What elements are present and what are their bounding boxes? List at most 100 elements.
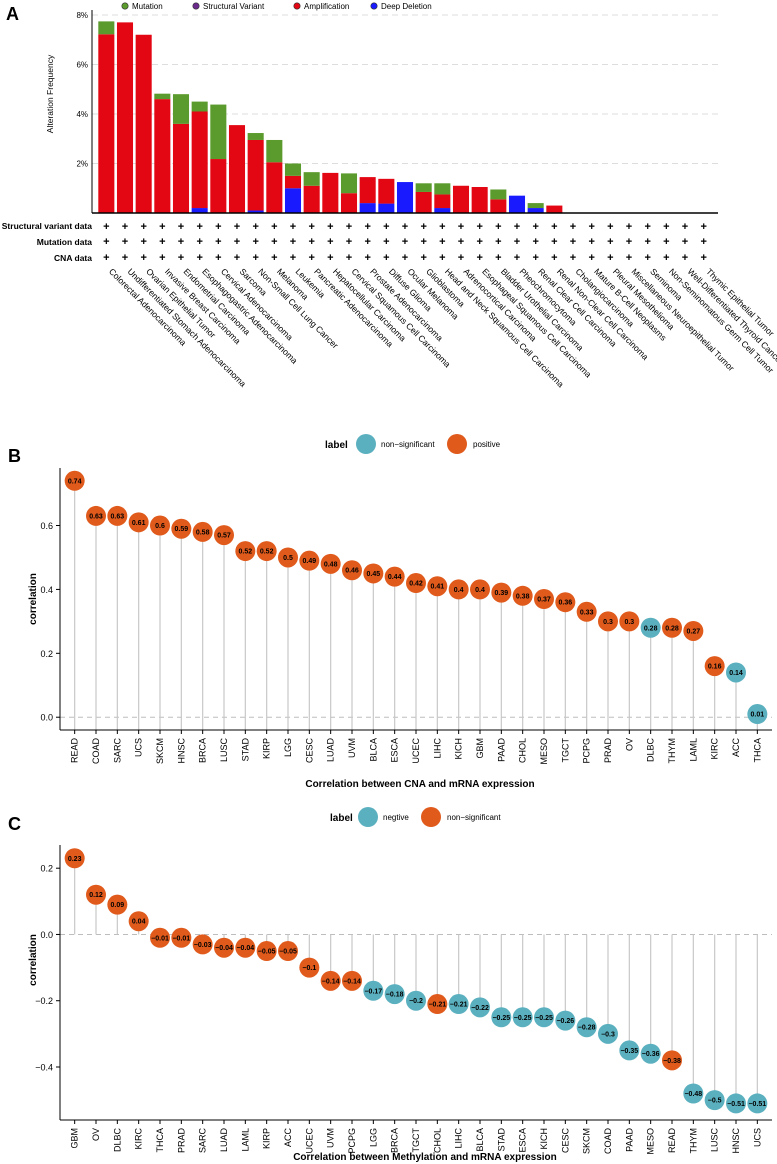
panel-b-category-label: GBM [475, 738, 485, 759]
panel-a-plus-mark: + [140, 221, 146, 233]
panel-c-point-label: −0.2 [409, 998, 423, 1005]
panel-a-plus-mark: + [159, 236, 165, 248]
panel-a-bar-segment [527, 208, 544, 213]
panel-b-ytick-label: 0.4 [40, 585, 53, 595]
panel-c-point [448, 994, 469, 1015]
panel-a-plus-mark: + [476, 221, 482, 233]
panel-a-plus-mark: + [607, 252, 613, 264]
panel-b-category-label: STAD [240, 738, 250, 762]
panel-a-bar-segment [284, 163, 302, 176]
panel-b-point-label: 0.01 [751, 712, 765, 719]
panel-a-plus-mark: + [178, 236, 184, 248]
panel-a-plus-mark: + [644, 236, 650, 248]
panel-b-point [683, 620, 704, 641]
panel-a-bar-segment [322, 172, 339, 213]
panel-a-bar-segment [247, 133, 264, 140]
panel-b-point-label: 0.3 [603, 619, 613, 626]
panel-a-plus-mark: + [476, 236, 482, 248]
panel-a-bar-segment [284, 175, 302, 189]
panel-c-point [534, 1007, 554, 1028]
panel-a-bar-segment [247, 210, 264, 213]
panel-c-point [235, 937, 256, 958]
panel-c-point-label: −0.17 [364, 988, 382, 995]
panel-a-bar-segment [98, 34, 115, 214]
panel-a-plus-mark: + [215, 221, 221, 233]
panel-c-point-label: −0.51 [748, 1101, 766, 1108]
panel-a-plus-mark: + [383, 252, 389, 264]
panel-a-plus-mark: + [700, 252, 706, 264]
panel-c-point [86, 884, 106, 905]
panel-b-point-label: 0.14 [729, 670, 743, 677]
panel-c-point [150, 927, 170, 948]
panel-b-category-label: ESCA [390, 738, 400, 763]
panel-a-plus-mark: + [570, 252, 576, 264]
panel-a-bar-segment [508, 195, 526, 213]
panel-b-point-label: 0.33 [580, 609, 594, 616]
panel-c-point-label: −0.25 [514, 1015, 532, 1022]
panel-a-legend-label: Mutation [132, 2, 163, 11]
panel-c-point [256, 941, 277, 962]
panel-a-bar-segment [135, 34, 152, 213]
panel-a-bar-segment [191, 208, 208, 213]
panel-b-point [235, 541, 256, 562]
panel-c-ytick-label: 0.0 [40, 930, 53, 940]
panel-a-plus-mark: + [607, 236, 613, 248]
panel-b-category-label: THCA [752, 738, 762, 763]
panel-a-plus-mark: + [122, 221, 128, 233]
panel-c-point-label: −0.03 [194, 942, 212, 949]
panel-c-point [64, 848, 85, 869]
panel-c-point-label: −0.35 [620, 1048, 638, 1055]
panel-a-plus-mark: + [570, 221, 576, 233]
panel-b-category-label: READ [70, 738, 80, 764]
panel-a-plus-mark: + [252, 236, 258, 248]
panel-c-ytick-label: 0.2 [40, 864, 53, 874]
panel-a-plus-mark: + [663, 252, 669, 264]
panel-a-plus-mark: + [551, 221, 557, 233]
panel-b-point-label: 0.74 [68, 478, 82, 485]
panel-a-row-label: Structural variant data [2, 221, 92, 231]
panel-a-plus-mark: + [327, 252, 333, 264]
panel-b-point [704, 656, 725, 677]
panel-b-point [150, 515, 170, 536]
panel-c-category-label: THCA [155, 1128, 165, 1153]
panel-c-category-label: CHOL [432, 1128, 442, 1153]
panel-b-point [470, 579, 490, 600]
panel-c-point [171, 927, 192, 948]
panel-c-category-label: SKCM [582, 1128, 592, 1154]
panel-b-category-label: MESO [539, 738, 549, 765]
panel-c-point-label: −0.1 [302, 965, 316, 972]
panel-c-legend-swatch [358, 807, 378, 827]
panel-a-bar-segment [116, 22, 134, 213]
panel-c-category-label: PAAD [624, 1128, 634, 1152]
panel-b-point [512, 585, 533, 606]
panel-c-point-label: −0.25 [535, 1015, 553, 1022]
panel-a-plus-mark: + [196, 221, 202, 233]
panel-c-legend-label: non−significant [447, 813, 501, 822]
panel-c-ytick-label: −0.4 [35, 1062, 53, 1072]
panel-a-bar-segment [228, 125, 246, 213]
panel-a-plus-mark: + [626, 252, 632, 264]
panel-c-point [640, 1043, 661, 1064]
panel-c-point-label: −0.01 [151, 935, 169, 942]
panel-b-point-label: 0.58 [196, 529, 210, 536]
panel-a-plus-mark: + [327, 221, 333, 233]
panel-c-point [320, 970, 341, 991]
panel-c-point [704, 1090, 725, 1111]
panel-a-plus-mark: + [458, 221, 464, 233]
panel-a-bar-segment [98, 21, 115, 35]
panel-c-point [512, 1007, 533, 1028]
panel-b-point-label: 0.42 [409, 581, 423, 588]
panel-c-point-label: −0.05 [279, 949, 297, 956]
panel-a-plus-mark: + [551, 252, 557, 264]
panel-a-bar-segment [154, 99, 171, 213]
panel-c-point-label: −0.26 [556, 1018, 574, 1025]
panel-a-plus-mark: + [588, 236, 594, 248]
panel-b-ytick-label: 0.6 [40, 521, 53, 531]
panel-c-category-label: LAML [240, 1128, 250, 1152]
panel-b-point [406, 573, 426, 594]
panel-b-category-label: CHOL [518, 738, 528, 763]
panel-c-point [128, 911, 149, 932]
panel-c-point [576, 1017, 597, 1038]
panel-a-ytick-label: 2% [76, 159, 88, 168]
